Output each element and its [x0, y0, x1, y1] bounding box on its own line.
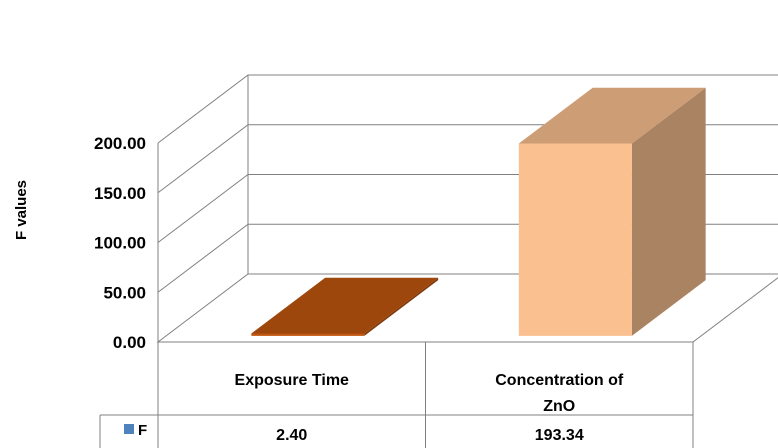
- legend-entry: F: [138, 422, 147, 439]
- data-table: Exposure Time 2.40 Concentration of ZnO 193.…: [99, 342, 694, 448]
- y-tick-label: 150.00: [94, 184, 146, 203]
- legend-key: [124, 424, 134, 434]
- category-label: Concentration of: [495, 372, 624, 389]
- y-axis-title: F values: [13, 180, 30, 240]
- gridline: [157, 74, 778, 144]
- bar-top: [518, 87, 706, 144]
- bar-side: [364, 277, 439, 336]
- y-tick-label: 100.00: [94, 234, 146, 253]
- category-label: ZnO: [543, 398, 575, 415]
- bars: [251, 87, 706, 336]
- data-label: 193.34: [535, 427, 584, 444]
- y-axis-ticks: 0.00 50.00 100.00 150.00 200.00: [94, 134, 146, 352]
- chart-floor: [156, 273, 778, 343]
- bar-front: [251, 333, 365, 336]
- bar-side: [631, 87, 706, 336]
- bar: [518, 87, 706, 336]
- y-tick-label: 0.00: [113, 333, 146, 352]
- y-tick-label: 50.00: [103, 283, 146, 302]
- y-tick-label: 200.00: [94, 134, 146, 153]
- bar-front: [518, 143, 632, 336]
- category-label: Exposure Time: [235, 372, 350, 389]
- data-label: 2.40: [276, 427, 307, 444]
- bar-top: [251, 277, 439, 334]
- bar: [251, 277, 439, 336]
